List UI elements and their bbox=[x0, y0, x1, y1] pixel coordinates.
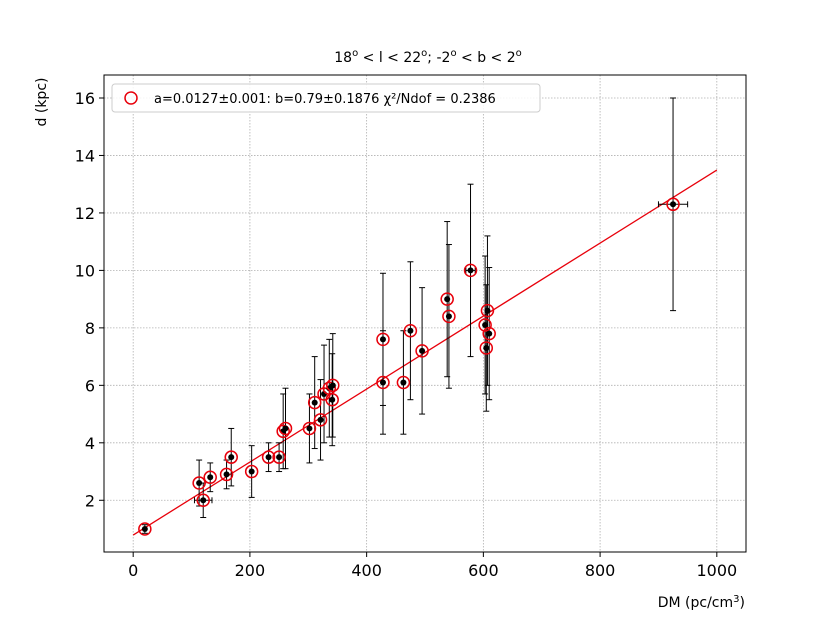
data-point-dot bbox=[276, 454, 283, 461]
y-tick-label: 8 bbox=[85, 319, 95, 338]
y-tick-label: 6 bbox=[85, 376, 95, 395]
data-point-dot bbox=[306, 425, 313, 432]
fit-line bbox=[132, 169, 718, 536]
plot-frame bbox=[103, 74, 747, 553]
data-point-dot bbox=[482, 321, 489, 328]
chart-title: 18o < l < 22o; -2o < b < 2o bbox=[334, 48, 522, 66]
data-point-ring bbox=[396, 375, 411, 390]
data-point-dot bbox=[200, 497, 207, 504]
y-axis-label: d (kpc) bbox=[34, 78, 50, 127]
data-point-ring bbox=[376, 375, 390, 390]
data-point-ring bbox=[482, 326, 496, 341]
data-point-ring bbox=[276, 424, 290, 439]
data-point-dot bbox=[329, 396, 336, 403]
x-tick-label: 0 bbox=[128, 561, 138, 580]
data-point-ring bbox=[376, 332, 390, 347]
data-point-ring bbox=[480, 303, 495, 318]
data-point-dot bbox=[419, 347, 426, 354]
y-tick-label: 2 bbox=[85, 491, 95, 510]
legend: a=0.0127±0.001: b=0.79±0.1876 χ²/Ndof = … bbox=[111, 83, 541, 113]
data-point-dot bbox=[265, 454, 272, 461]
data-point-dot bbox=[379, 336, 386, 343]
legend-box bbox=[111, 83, 541, 113]
data-point-ring bbox=[302, 421, 317, 436]
x-tick-label: 400 bbox=[351, 561, 382, 580]
data-point-ring bbox=[138, 522, 152, 536]
x-tick-label: 200 bbox=[235, 561, 266, 580]
errorbars bbox=[141, 97, 689, 534]
data-point-ring bbox=[278, 421, 293, 436]
data-point-ring bbox=[479, 341, 494, 355]
data-point-dot bbox=[486, 330, 493, 337]
data-point-dot bbox=[407, 327, 414, 334]
data-point-ring bbox=[307, 395, 322, 410]
legend-marker bbox=[124, 91, 138, 105]
data-point-ring bbox=[219, 467, 234, 482]
data-point-ring bbox=[415, 344, 429, 358]
x-tick-label: 600 bbox=[468, 561, 499, 580]
data-point-dot bbox=[484, 307, 491, 314]
y-ticks: 2 4 6 8 10 12 14 16 bbox=[75, 89, 104, 510]
data-point-dot bbox=[207, 474, 214, 481]
data-point-ring bbox=[326, 378, 340, 393]
data-point-dot bbox=[317, 416, 324, 423]
data-point-ring bbox=[224, 450, 238, 464]
data-point-dot bbox=[228, 454, 235, 461]
data-point-dot bbox=[400, 379, 407, 386]
x-tick-label: 800 bbox=[585, 561, 616, 580]
data-point-ring bbox=[478, 318, 492, 332]
data-point-ring bbox=[325, 392, 339, 407]
data-point-dot bbox=[467, 267, 474, 274]
y-tick-label: 16 bbox=[75, 89, 95, 108]
data-point-ring bbox=[192, 476, 206, 490]
data-point-ring bbox=[403, 323, 418, 338]
data-point-dot bbox=[483, 344, 490, 351]
x-ticks: 0 200 400 600 800 1000 bbox=[128, 552, 737, 580]
data-point-ring bbox=[313, 413, 328, 427]
data-point-dot bbox=[445, 313, 452, 320]
data-point-ring bbox=[666, 197, 680, 212]
data-point-dot bbox=[670, 201, 677, 208]
data-point-ring bbox=[272, 450, 286, 464]
data-point-dot bbox=[311, 399, 318, 406]
data-point-ring bbox=[203, 470, 217, 485]
fit-line-group bbox=[132, 169, 718, 536]
y-tick-label: 14 bbox=[75, 146, 95, 165]
data-point-ring bbox=[442, 309, 456, 324]
x-tick-label: 1000 bbox=[696, 561, 737, 580]
data-point-ring bbox=[196, 493, 210, 508]
y-tick-label: 4 bbox=[85, 434, 95, 453]
legend-label: a=0.0127±0.001: b=0.79±0.1876 χ²/Ndof = … bbox=[154, 92, 496, 107]
data-point-dot bbox=[444, 296, 451, 303]
data-point-dot bbox=[141, 526, 148, 533]
data-point-ring bbox=[440, 292, 454, 306]
data-point-dot bbox=[223, 471, 230, 478]
data-point-dot bbox=[329, 382, 336, 389]
data-point-ring bbox=[261, 450, 276, 464]
data-points bbox=[138, 197, 680, 536]
data-point-dot bbox=[248, 468, 255, 475]
data-point-dot bbox=[379, 379, 386, 386]
data-point-dot bbox=[196, 480, 203, 487]
data-point-dot bbox=[282, 425, 289, 432]
x-axis-label: DM (pc/cm3) bbox=[658, 594, 745, 611]
y-tick-label: 10 bbox=[75, 261, 95, 280]
data-point-ring bbox=[463, 263, 478, 278]
data-point-ring bbox=[244, 464, 259, 479]
y-tick-label: 12 bbox=[75, 204, 95, 223]
